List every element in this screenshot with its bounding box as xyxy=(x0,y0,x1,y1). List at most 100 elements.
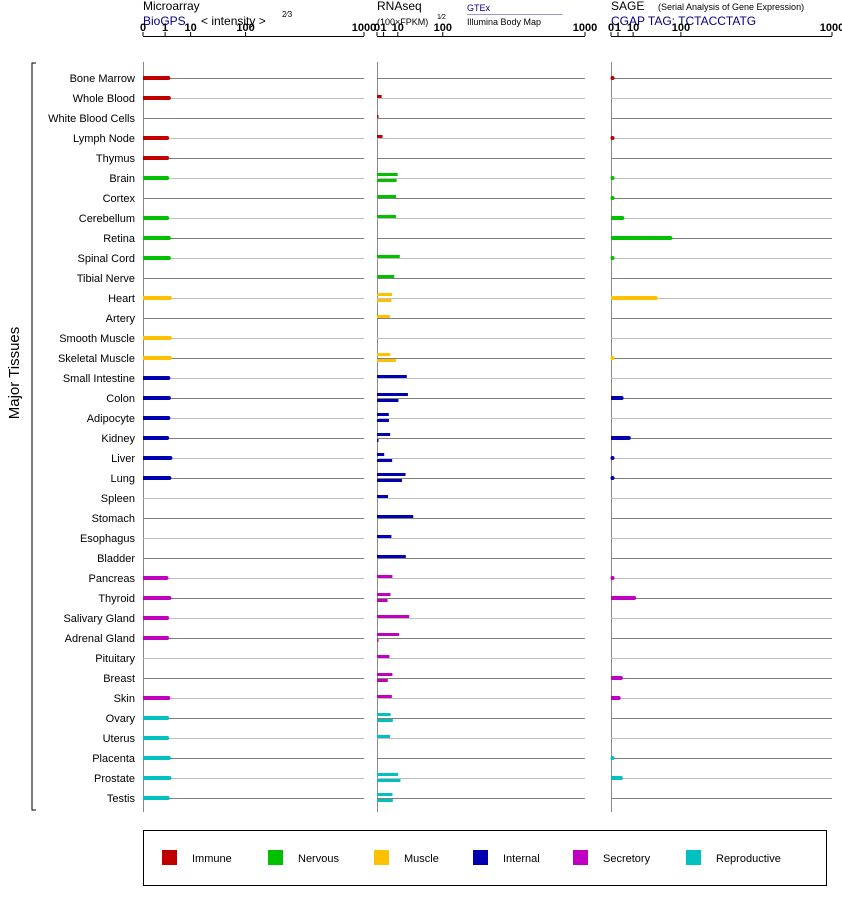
rnaseq-tick-label: 100 xyxy=(434,22,452,34)
sage-bar-cap xyxy=(653,296,658,300)
microarray-tick-label: 1000 xyxy=(352,22,376,34)
tissue-label: Placenta xyxy=(92,753,136,765)
microarray-bar-cap xyxy=(165,736,170,740)
sage-bar-cap xyxy=(626,436,631,440)
tissue-label: Esophagus xyxy=(80,533,136,545)
rnaseq-bar xyxy=(377,393,408,396)
sage-bar-cap xyxy=(610,176,615,180)
rnaseq-bar xyxy=(377,615,410,618)
microarray-bar-cap xyxy=(165,796,170,800)
tissue-label: Adipocyte xyxy=(87,413,135,425)
rnaseq-tick-label: 1 xyxy=(381,22,387,34)
rnaseq-bar xyxy=(377,315,390,318)
microarray-bar-cap xyxy=(165,716,170,720)
legend-label: Immune xyxy=(192,853,232,865)
rnaseq-bar xyxy=(377,419,389,422)
microarray-bar xyxy=(143,296,170,300)
microarray-bar xyxy=(143,216,168,220)
microarray-bar xyxy=(143,796,168,800)
tissue-label: Tibial Nerve xyxy=(77,273,135,285)
legend-swatch xyxy=(162,850,177,865)
sage-bar-cap xyxy=(610,476,615,480)
sage-tick-label: 1 xyxy=(615,22,621,34)
rnaseq-bar xyxy=(377,173,398,176)
tissue-label: Smooth Muscle xyxy=(59,333,135,345)
sage-bar-cap xyxy=(610,756,615,760)
tissue-label: Testis xyxy=(107,793,136,805)
microarray-bar xyxy=(143,596,170,600)
tissue-label: Kidney xyxy=(101,433,135,445)
rnaseq-bar xyxy=(377,695,392,698)
rnaseq-bar xyxy=(377,555,406,558)
microarray-bar xyxy=(143,396,169,400)
microarray-tick-label: 0 xyxy=(140,22,146,34)
microarray-bar xyxy=(143,576,167,580)
microarray-bar xyxy=(143,336,170,340)
tissue-label: Adrenal Gland xyxy=(65,633,135,645)
microarray-bar xyxy=(143,476,170,480)
microarray-bar xyxy=(143,616,168,620)
microarray-bar-cap xyxy=(166,96,171,100)
sage-bar xyxy=(611,676,621,680)
rnaseq-bar xyxy=(377,535,392,538)
rnaseq-bar xyxy=(377,473,406,476)
microarray-bar xyxy=(143,136,168,140)
rnaseq-tick-label: 1000 xyxy=(573,22,597,34)
sage-bar-cap xyxy=(610,136,615,140)
tissue-label: Artery xyxy=(106,313,136,325)
microarray-bar-cap xyxy=(166,256,171,260)
legend-swatch xyxy=(374,850,389,865)
tissue-label: Spinal Cord xyxy=(78,253,135,265)
tissue-label: Skeletal Muscle xyxy=(58,353,135,365)
sage-tick-label: 0 xyxy=(608,22,614,34)
legend-label: Nervous xyxy=(298,853,339,865)
tissue-label: Pituitary xyxy=(95,653,135,665)
tissue-label: Breast xyxy=(103,673,135,685)
microarray-bar-cap xyxy=(165,636,170,640)
tissue-label: Small Intestine xyxy=(63,373,135,385)
sage-bar-cap xyxy=(616,696,621,700)
microarray-bar-cap xyxy=(168,456,173,460)
microarray-tick-label: 10 xyxy=(184,22,196,34)
microarray-bar xyxy=(143,96,169,100)
legend-label: Internal xyxy=(503,853,540,865)
sage-bar xyxy=(611,436,629,440)
tissue-label: Thyroid xyxy=(98,593,135,605)
rnaseq-bar xyxy=(377,255,400,258)
rnaseq-bar xyxy=(377,713,391,716)
microarray-bar xyxy=(143,776,170,780)
microarray-bar-cap xyxy=(166,696,171,700)
rnaseq-bar xyxy=(377,793,393,796)
microarray-bar-cap xyxy=(167,336,172,340)
rnaseq-bar xyxy=(377,439,379,442)
sage-tick-label: 100 xyxy=(672,22,690,34)
rnaseq-bar xyxy=(377,453,385,456)
rnaseq-bar xyxy=(377,515,414,518)
sage-bar xyxy=(611,396,622,400)
tissue-label: Lung xyxy=(111,473,135,485)
rnaseq-unit-exponent: 1⁄2 xyxy=(437,14,446,21)
microarray-bar xyxy=(143,376,169,380)
legend-swatch xyxy=(473,850,488,865)
microarray-bar-cap xyxy=(165,616,170,620)
tissue-label: Cerebellum xyxy=(79,213,135,225)
rnaseq-bar xyxy=(377,673,393,676)
microarray-bar-cap xyxy=(166,236,171,240)
tissue-label: Stomach xyxy=(92,513,135,525)
rnaseq-bar xyxy=(377,779,401,782)
tissue-label: White Blood Cells xyxy=(48,113,135,125)
rnaseq-bar xyxy=(377,375,407,378)
rnaseq-bar xyxy=(377,655,390,658)
tissue-label: Lymph Node xyxy=(73,133,135,145)
microarray-bar-cap xyxy=(164,576,169,580)
microarray-bar-cap xyxy=(165,156,170,160)
sage-bar-cap xyxy=(618,676,623,680)
y-axis-title: Major Tissues xyxy=(6,327,23,420)
tissue-label: Bone Marrow xyxy=(70,73,135,85)
tissue-label: Prostate xyxy=(94,773,135,785)
rnaseq-bar xyxy=(377,599,388,602)
sage-bar-cap xyxy=(618,776,623,780)
rnaseq-bar xyxy=(377,135,383,138)
tissue-label: Bladder xyxy=(97,553,135,565)
sage-bar-cap xyxy=(610,196,615,200)
